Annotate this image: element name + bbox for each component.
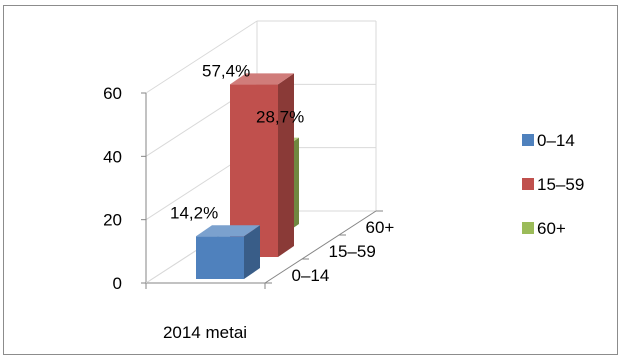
bar-side-15–59 xyxy=(278,73,294,258)
data-label-15–59: 57,4% xyxy=(202,61,250,80)
category-label: 2014 metai xyxy=(163,323,247,342)
bar-side-0–14 xyxy=(244,225,260,279)
legend-swatch-0–14 xyxy=(522,134,534,146)
data-label-60+: 28,7% xyxy=(256,108,304,127)
bar-0–14 xyxy=(196,225,260,279)
axes: 0 20 40 60 2014 metai 0–14 15–59 60+ xyxy=(103,84,394,342)
bar-top-0–14 xyxy=(196,225,260,237)
bar-front-0–14 xyxy=(196,236,244,279)
depth-label: 0–14 xyxy=(292,266,330,285)
gridline-side xyxy=(145,20,258,94)
data-label-0–14: 14,2% xyxy=(170,203,218,222)
chart-frame xyxy=(3,5,618,355)
legend-label-60+: 60+ xyxy=(537,219,566,238)
legend-swatch-60+ xyxy=(522,222,534,234)
depth-label: 15–59 xyxy=(329,242,376,261)
y-tick-label: 60 xyxy=(103,84,122,103)
bar-top-15–59 xyxy=(230,73,294,85)
legend: 0–14 15–59 60+ xyxy=(522,131,584,238)
legend-swatch-15–59 xyxy=(522,178,534,190)
legend-label-0–14: 0–14 xyxy=(537,131,575,150)
y-tick-label: 0 xyxy=(113,274,122,293)
y-tick-label: 40 xyxy=(103,147,122,166)
legend-label-15–59: 15–59 xyxy=(537,175,584,194)
bars xyxy=(196,73,299,279)
depth-axis-line xyxy=(264,210,377,284)
depth-label: 60+ xyxy=(366,218,395,237)
data-labels: 28,7% 57,4% 14,2% xyxy=(170,61,304,222)
y-tick-label: 20 xyxy=(103,211,122,230)
